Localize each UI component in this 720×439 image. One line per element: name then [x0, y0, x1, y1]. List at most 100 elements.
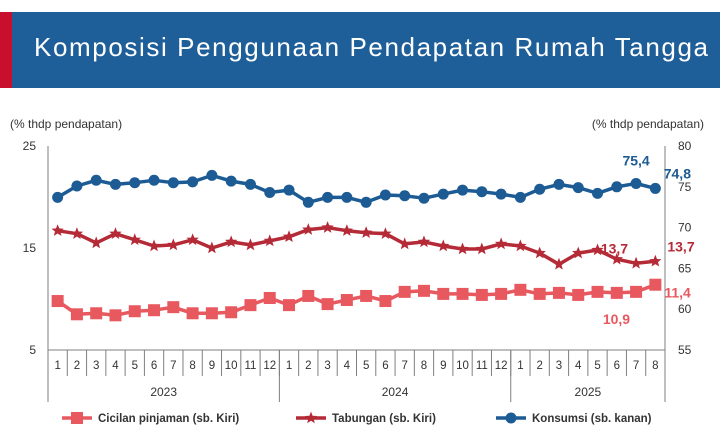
- data-point-cicilan: [610, 286, 623, 299]
- data-point-cicilan: [379, 295, 392, 308]
- x-month-label: 9: [209, 360, 215, 372]
- data-point-konsumsi: [109, 178, 121, 190]
- right-tick-label: 60: [678, 302, 692, 316]
- x-month-label: 2: [536, 360, 542, 372]
- x-month-label: 7: [633, 360, 639, 372]
- x-year-label: 2024: [382, 385, 409, 399]
- data-point-konsumsi: [572, 182, 584, 194]
- data-point-tabungan: [572, 246, 585, 259]
- data-point-konsumsi: [90, 174, 102, 186]
- legend-label-konsumsi: Konsumsi (sb. kanan): [532, 413, 652, 425]
- data-point-cicilan: [302, 289, 315, 302]
- data-point-tabungan: [128, 233, 141, 246]
- data-point-cicilan: [128, 305, 141, 318]
- data-point-konsumsi: [495, 188, 507, 200]
- data-label: 13,7: [601, 240, 628, 256]
- data-point-konsumsi: [206, 169, 218, 181]
- legend-label-cicilan: Cicilan pinjaman (sb. Kiri): [98, 413, 239, 425]
- data-point-tabungan: [552, 257, 566, 270]
- data-point-konsumsi: [399, 190, 411, 202]
- x-month-label: 1: [517, 360, 523, 372]
- data-point-tabungan: [167, 238, 180, 251]
- legend-marker-tabungan: [304, 411, 318, 424]
- data-point-cicilan: [360, 289, 373, 302]
- data-point-cicilan: [495, 287, 508, 300]
- data-point-konsumsi: [630, 178, 642, 190]
- right-tick-label: 65: [678, 261, 692, 275]
- x-month-label: 8: [652, 360, 658, 372]
- data-point-konsumsi: [476, 186, 488, 198]
- data-point-tabungan: [90, 236, 103, 249]
- chart-title: Komposisi Penggunaan Pendapatan Rumah Ta…: [34, 32, 710, 62]
- data-point-konsumsi: [534, 183, 546, 195]
- data-point-konsumsi: [341, 191, 353, 203]
- x-month-label: 12: [495, 360, 508, 372]
- data-point-konsumsi: [360, 196, 372, 208]
- x-month-label: 8: [189, 360, 195, 372]
- data-point-konsumsi: [611, 181, 623, 193]
- data-point-cicilan: [70, 308, 83, 321]
- data-point-cicilan: [321, 298, 334, 311]
- data-point-tabungan: [494, 237, 508, 250]
- data-point-tabungan: [282, 230, 296, 242]
- data-point-konsumsi: [437, 188, 449, 200]
- data-point-konsumsi: [244, 178, 256, 190]
- data-point-cicilan: [475, 288, 488, 301]
- data-point-tabungan: [398, 237, 411, 250]
- data-point-cicilan: [572, 288, 585, 301]
- data-point-tabungan: [70, 227, 84, 239]
- data-point-tabungan: [109, 227, 122, 239]
- data-point-cicilan: [109, 309, 122, 322]
- data-point-konsumsi: [225, 175, 237, 187]
- data-point-cicilan: [649, 278, 662, 291]
- x-month-label: 8: [421, 360, 427, 372]
- x-month-label: 5: [363, 360, 369, 372]
- data-point-cicilan: [552, 286, 565, 299]
- data-point-konsumsi: [148, 174, 160, 186]
- x-month-label: 1: [54, 360, 60, 372]
- data-point-cicilan: [90, 307, 103, 320]
- x-month-label: 11: [244, 360, 256, 372]
- series-line-cicilan: [56, 283, 657, 318]
- x-month-label: 5: [132, 360, 138, 372]
- x-month-label: 6: [382, 360, 388, 372]
- data-point-cicilan: [263, 291, 276, 304]
- data-point-tabungan: [437, 239, 450, 252]
- x-month-label: 11: [476, 360, 488, 372]
- data-point-tabungan: [205, 241, 219, 254]
- data-point-cicilan: [398, 285, 411, 298]
- left-axis-label: (% thdp pendapatan): [10, 117, 122, 131]
- right-tick-label: 75: [678, 180, 692, 194]
- data-point-konsumsi: [264, 187, 276, 199]
- left-tick-label: 15: [23, 241, 37, 255]
- data-point-cicilan: [148, 304, 161, 317]
- data-point-cicilan: [340, 294, 353, 307]
- right-tick-label: 55: [678, 343, 692, 357]
- data-point-konsumsi: [187, 176, 199, 188]
- x-month-label: 1: [286, 360, 292, 372]
- data-point-cicilan: [630, 285, 643, 298]
- x-year-label: 2023: [150, 385, 177, 399]
- data-point-konsumsi: [457, 184, 469, 196]
- left-tick-label: 25: [23, 139, 37, 153]
- data-point-tabungan: [417, 235, 431, 248]
- x-month-label: 6: [151, 360, 157, 372]
- x-month-label: 3: [556, 360, 562, 372]
- data-point-cicilan: [437, 287, 450, 300]
- x-month-label: 7: [170, 360, 176, 372]
- data-point-tabungan: [244, 238, 257, 251]
- right-axis-label: (% thdp pendapatan): [592, 117, 704, 131]
- x-month-label: 7: [402, 360, 408, 372]
- data-point-tabungan: [263, 234, 276, 247]
- data-point-konsumsi: [302, 196, 314, 208]
- x-month-label: 5: [594, 360, 600, 372]
- data-point-tabungan: [147, 239, 161, 252]
- x-month-label: 2: [74, 360, 80, 372]
- data-point-konsumsi: [283, 184, 295, 196]
- data-point-cicilan: [205, 307, 218, 320]
- right-tick-label: 80: [678, 139, 692, 153]
- data-point-cicilan: [225, 306, 238, 319]
- data-point-cicilan: [591, 285, 604, 298]
- data-point-tabungan: [610, 252, 623, 265]
- data-label: 74,8: [664, 165, 691, 181]
